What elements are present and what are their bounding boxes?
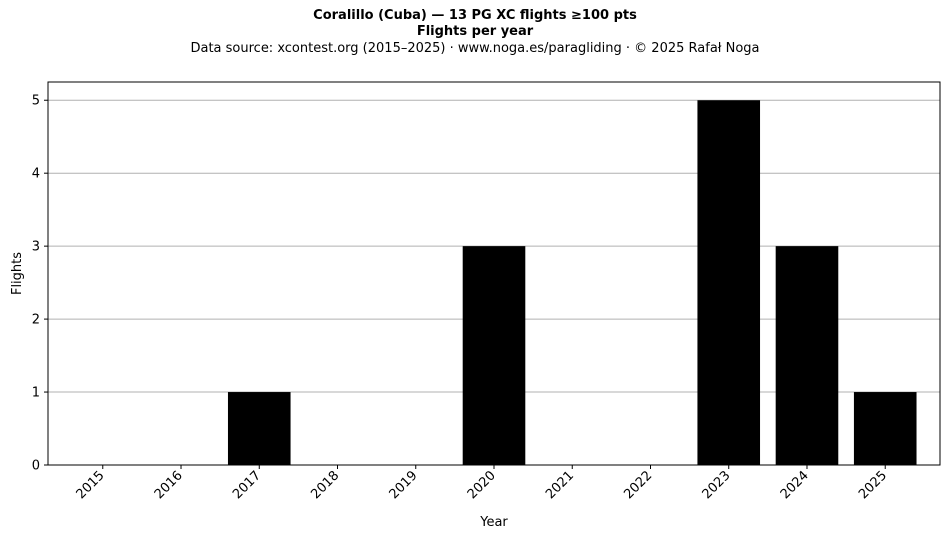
bars	[227, 100, 917, 465]
x-tick-label: 2015	[74, 468, 108, 502]
y-tick-label: 4	[32, 167, 40, 182]
y-tick-label: 1	[32, 386, 40, 401]
y-tick-label: 5	[32, 94, 40, 109]
x-tick-label: 2023	[700, 468, 734, 502]
chart-title: Coralillo (Cuba) — 13 PG XC flights ≥100…	[313, 8, 637, 23]
bar	[697, 100, 761, 465]
axis-ticks: 0 1 2 3 4 5 2015 2016 2017 2018 2019 2020 2021 2022 20…	[32, 94, 890, 502]
y-tick-label: 3	[32, 240, 40, 255]
bar	[227, 392, 291, 465]
x-tick-label: 2021	[543, 468, 577, 502]
y-tick-label: 0	[32, 459, 40, 474]
chart-titles: Coralillo (Cuba) — 13 PG XC flights ≥100…	[0, 8, 950, 57]
bar	[775, 246, 839, 465]
x-tick-label: 2019	[387, 468, 421, 502]
bar	[853, 392, 917, 465]
x-axis-label: Year	[479, 515, 508, 530]
chart-subtitle: Flights per year	[416, 24, 534, 39]
x-tick-label: 2017	[230, 468, 264, 502]
x-tick-label: 2016	[152, 468, 186, 502]
x-tick-label: 2025	[856, 468, 890, 502]
y-tick-label: 2	[32, 313, 40, 328]
x-tick-label: 2020	[465, 468, 499, 502]
bar	[462, 246, 526, 465]
x-tick-label: 2018	[308, 468, 342, 502]
y-axis-label: Flights	[10, 252, 25, 295]
x-tick-label: 2022	[621, 468, 655, 502]
chart-source-note: Data source: xcontest.org (2015–2025) · …	[190, 41, 760, 56]
x-tick-label: 2024	[778, 468, 812, 502]
